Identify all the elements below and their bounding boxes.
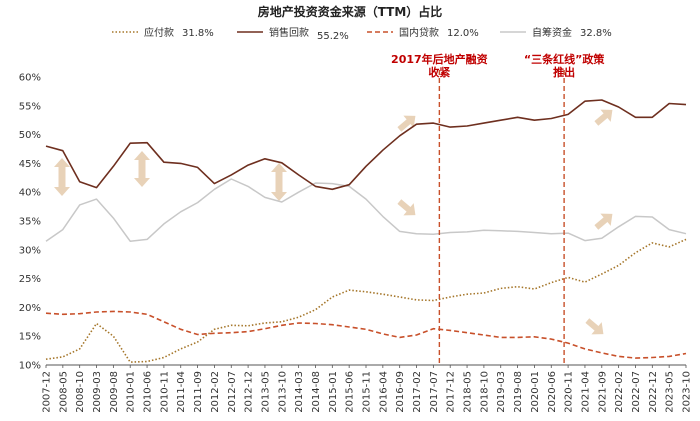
- arrow-shape: [585, 318, 604, 335]
- x-tick-label: 2022-07: [631, 371, 642, 413]
- up-right-arrow-icon: [594, 109, 613, 126]
- x-tick-label: 2020-01: [530, 371, 541, 413]
- x-tick-label: 2009-03: [92, 371, 103, 413]
- y-tick-label: 25%: [19, 274, 41, 285]
- x-tick-label: 2019-03: [496, 371, 507, 413]
- series-line-自筹资金: [45, 178, 687, 242]
- y-axis: 10% 15% 20% 25% 30% 35% 40% 45% 50% 55% 60%: [19, 73, 686, 372]
- x-tick-label: 2008-05: [58, 371, 69, 413]
- series-line-应付款: [45, 238, 687, 363]
- y-tick-label: 45%: [19, 159, 41, 170]
- x-tick-label: 2010-06: [143, 371, 154, 413]
- x-tick-label: 2021-09: [597, 371, 608, 413]
- x-tick-label: 2011-09: [193, 371, 204, 413]
- x-tick-label: 2020-11: [564, 371, 575, 413]
- x-tick-label: 2018-10: [479, 371, 490, 413]
- y-tick-label: 40%: [19, 188, 41, 199]
- legend-value: 12.0%: [447, 28, 479, 39]
- legend-label: 国内贷款: [399, 26, 439, 39]
- x-tick-label: 2016-04: [378, 371, 389, 413]
- x-tick-label: 2021-04: [580, 371, 591, 413]
- series-line-销售回款: [45, 99, 687, 191]
- legend-value: 55.2%: [317, 31, 349, 42]
- x-tick-label: 2011-04: [176, 371, 187, 413]
- x-tick-label: 2015-11: [362, 371, 373, 413]
- x-tick-label: 2012-02: [210, 371, 221, 413]
- down-right-arrow-icon: [397, 199, 416, 216]
- decorative-arrows: [54, 109, 613, 335]
- x-tick-label: 2015-01: [328, 371, 339, 413]
- x-tick-label: 2012-07: [227, 371, 238, 413]
- double-arrow-icon: [271, 163, 287, 201]
- y-tick-label: 30%: [19, 245, 41, 256]
- arrow-shape: [594, 213, 613, 230]
- legend-value: 31.8%: [182, 28, 214, 39]
- x-tick-label: 2022-12: [648, 371, 659, 413]
- x-tick-label: 2019-08: [513, 371, 524, 413]
- x-tick-label: 2018-05: [463, 371, 474, 413]
- x-tick-label: 2017-02: [412, 371, 423, 413]
- series-layer: [45, 99, 687, 363]
- x-tick-label: 2023-05: [665, 371, 676, 413]
- x-tick-label: 2010-01: [126, 371, 137, 413]
- y-tick-label: 50%: [19, 130, 41, 141]
- annotation-text: 收紧: [428, 65, 450, 79]
- annotation-text: “三条红线”政策: [524, 52, 605, 66]
- y-tick-label: 15%: [19, 332, 41, 343]
- legend-label: 销售回款: [269, 26, 309, 39]
- x-tick-label: 2017-07: [429, 371, 440, 413]
- legend-value: 32.8%: [580, 28, 612, 39]
- x-tick-label: 2015-06: [345, 371, 356, 413]
- down-right-arrow-icon: [585, 318, 604, 335]
- arrow-shape: [397, 199, 416, 216]
- up-right-arrow-icon: [397, 115, 416, 132]
- x-tick-label: 2013-05: [260, 371, 271, 413]
- x-axis: 2007-12 2008-05 2008-10 2009-03 2009-08 2010-…: [42, 365, 693, 413]
- x-tick-label: 2020-06: [547, 371, 558, 413]
- x-tick-label: 2010-11: [159, 371, 170, 413]
- chart-title: 房地产投资资金来源（TTM）占比: [258, 4, 443, 19]
- x-tick-label: 2007-12: [42, 371, 53, 413]
- x-tick-label: 2017-12: [446, 371, 457, 413]
- y-tick-label: 60%: [19, 73, 41, 84]
- x-tick-label: 2016-09: [395, 371, 406, 413]
- annotation-text: 2017年后地产融资: [391, 52, 488, 66]
- annotation-text: 推出: [553, 65, 575, 79]
- arrow-shape: [594, 109, 613, 126]
- up-right-arrow-icon: [594, 213, 613, 230]
- legend: 应付款 31.8% 销售回款 55.2% 国内贷款 12.0% 自筹资金 32.8%: [112, 26, 612, 42]
- y-tick-label: 35%: [19, 217, 41, 228]
- arrow-shape: [397, 115, 416, 132]
- legend-label: 自筹资金: [532, 26, 572, 39]
- y-tick-label: 55%: [19, 101, 41, 112]
- double-arrow-icon: [134, 151, 150, 187]
- legend-label: 应付款: [144, 26, 174, 39]
- x-tick-label: 2014-03: [294, 371, 305, 413]
- x-tick-label: 2023-10: [682, 371, 693, 413]
- x-tick-label: 2022-02: [614, 371, 625, 413]
- x-tick-label: 2012-12: [244, 371, 255, 413]
- x-tick-label: 2008-10: [75, 371, 86, 413]
- double-arrow-icon: [54, 158, 70, 196]
- series-line-国内贷款: [45, 310, 687, 359]
- y-tick-label: 10%: [19, 361, 41, 372]
- y-tick-label: 20%: [19, 303, 41, 314]
- x-tick-label: 2009-08: [109, 371, 120, 413]
- x-tick-label: 2013-10: [277, 371, 288, 413]
- x-tick-label: 2014-08: [311, 371, 322, 413]
